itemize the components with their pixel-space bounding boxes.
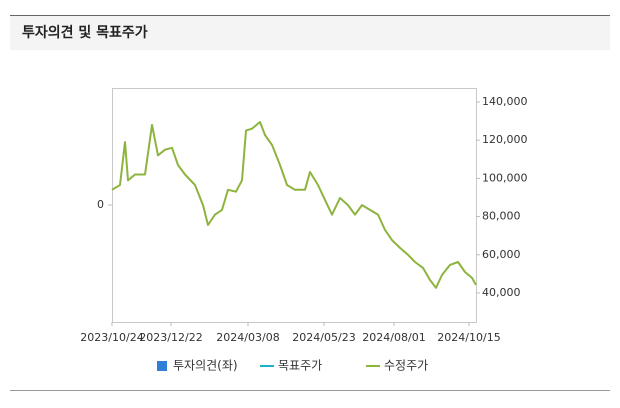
legend-label: 투자의견(좌) (173, 359, 238, 373)
x-tick-label: 2023/12/22 (139, 331, 202, 344)
y2-tick-label: 120,000 (482, 133, 528, 146)
panel-title: 투자의견 및 목표주가 (22, 24, 148, 41)
price-line (111, 121, 477, 289)
x-tick-label: 2024/05/23 (292, 331, 355, 344)
legend-swatch (157, 361, 167, 371)
x-tick-label: 2024/10/15 (437, 331, 500, 344)
y2-tick-label: 40,000 (482, 286, 521, 299)
y2-tick-label: 60,000 (482, 248, 521, 261)
plot-frame (112, 88, 477, 323)
y2-tick-label: 140,000 (482, 95, 528, 108)
y2-tick-label: 100,000 (482, 171, 528, 184)
legend-label: 수정주가 (384, 359, 428, 373)
x-tick-label: 2023/10/24 (80, 331, 143, 344)
legend-label: 목표주가 (278, 359, 322, 373)
y-tick-label: 0 (97, 198, 104, 211)
y2-tick-label: 80,000 (482, 210, 521, 223)
x-tick-label: 2024/08/01 (362, 331, 425, 344)
x-tick-label: 2024/03/08 (216, 331, 279, 344)
header-band (10, 15, 610, 50)
